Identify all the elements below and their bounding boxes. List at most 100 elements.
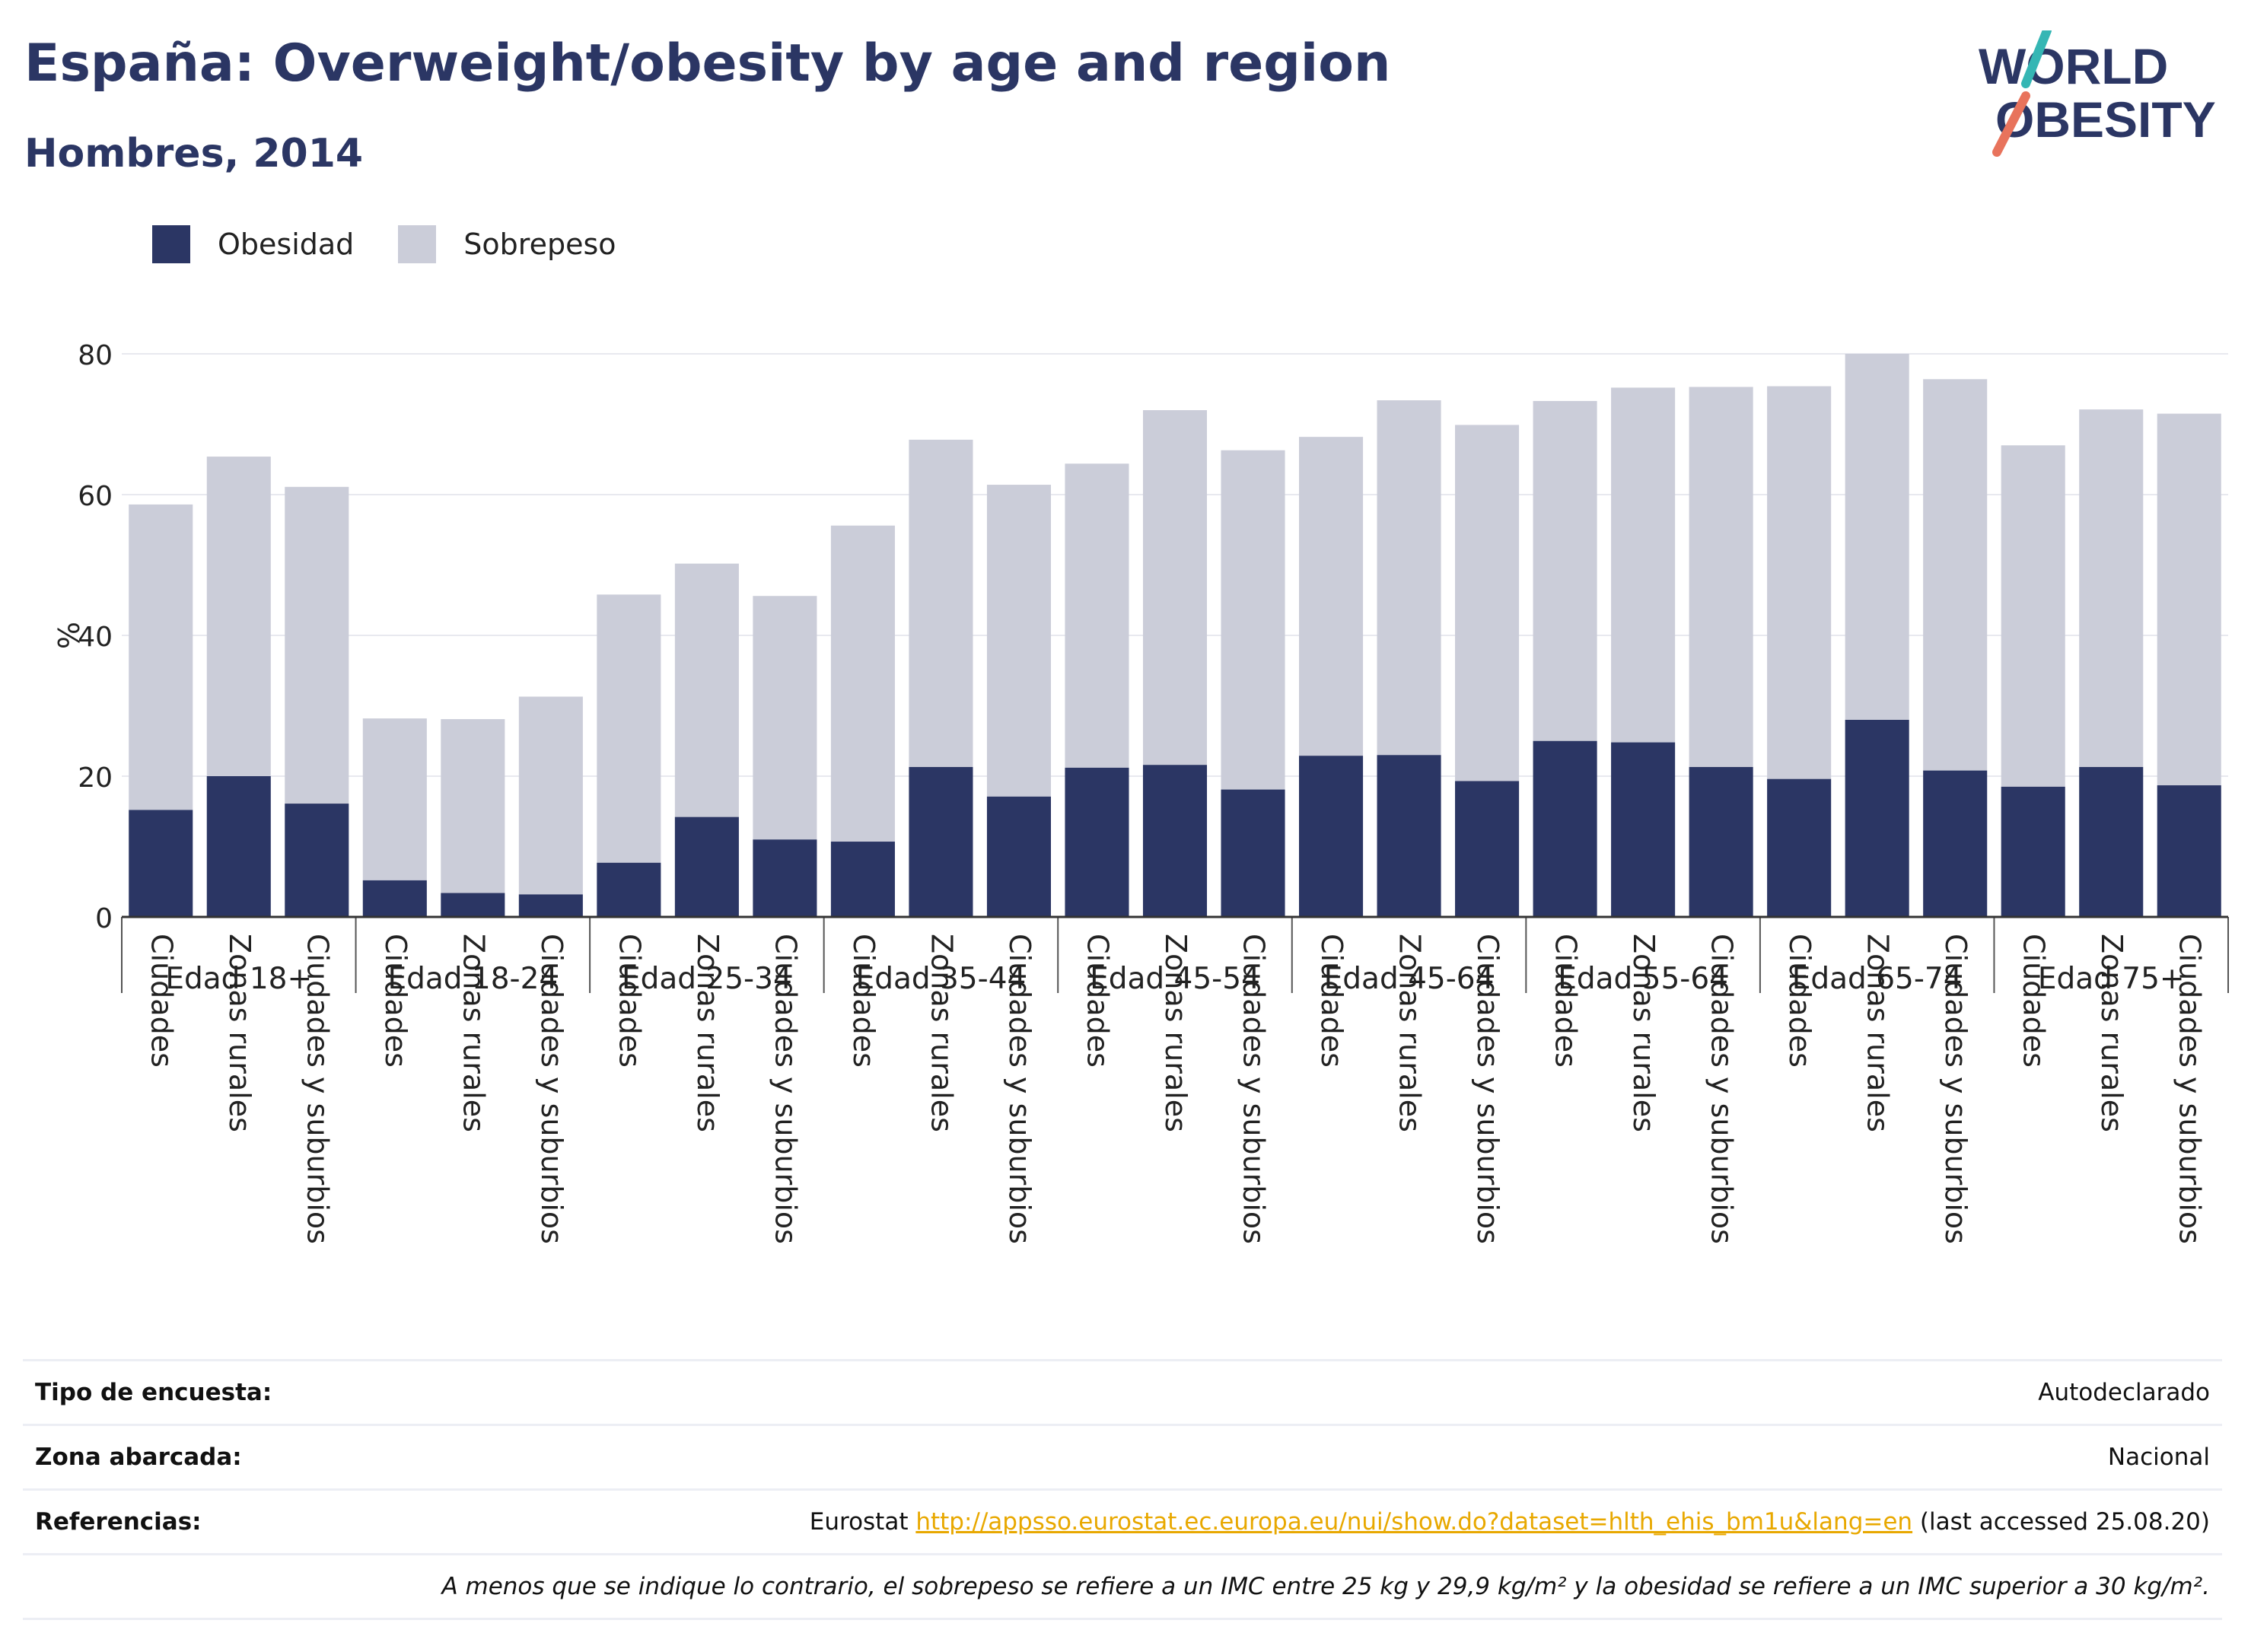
- x-group-label: Edad 55-64: [1558, 962, 1728, 996]
- ref-prefix: Eurostat: [809, 1508, 916, 1536]
- bar-obesidad: [1767, 778, 1832, 917]
- x-group-label: Edad 45-64: [1324, 962, 1495, 996]
- meta-row-survey: Tipo de encuesta: Autodeclarado: [23, 1359, 2222, 1424]
- x-category-label: Ciudades y suburbios: [535, 934, 568, 1244]
- definition-note: A menos que se indique lo contrario, el …: [441, 1573, 2210, 1600]
- bar-obesidad: [518, 894, 583, 917]
- x-group-label: Edad 35-44: [856, 962, 1027, 996]
- x-category-label: Ciudades y suburbios: [301, 934, 334, 1244]
- bar-obesidad: [206, 776, 271, 917]
- survey-type-value: Autodeclarado: [2038, 1379, 2210, 1406]
- area-value: Nacional: [2107, 1444, 2210, 1471]
- x-category-label: Ciudades y suburbios: [1471, 934, 1504, 1244]
- bar-sobrepeso: [362, 718, 427, 880]
- x-category-label: Ciudades y suburbios: [769, 934, 802, 1244]
- bar-obesidad: [1533, 740, 1597, 917]
- bar-sobrepeso: [2157, 413, 2221, 786]
- x-group-label: Edad 45-54: [1090, 962, 1260, 996]
- bar-obesidad: [2001, 786, 2065, 917]
- bar-sobrepeso: [1455, 425, 1520, 781]
- x-category-label: Ciudades: [1081, 934, 1114, 1068]
- x-category-label: Ciudades: [1549, 934, 1583, 1068]
- x-category-label: Ciudades y suburbios: [1003, 934, 1036, 1244]
- bar-obesidad: [2079, 766, 2144, 917]
- bar-obesidad: [986, 796, 1051, 917]
- x-category-label: Ciudades: [2017, 934, 2051, 1068]
- bar-sobrepeso: [1065, 463, 1129, 768]
- bar-sobrepeso: [1142, 410, 1208, 766]
- eurostat-link[interactable]: http://appsso.eurostat.ec.europa.eu/nui/…: [915, 1508, 1913, 1536]
- bar-sobrepeso: [2001, 445, 2065, 787]
- metadata-table: Tipo de encuesta: Autodeclarado Zona aba…: [23, 1359, 2222, 1620]
- bar-obesidad: [909, 766, 973, 917]
- bar-obesidad: [1142, 765, 1208, 917]
- bar-sobrepeso: [1533, 400, 1597, 741]
- bar-obesidad: [441, 893, 505, 917]
- bar-obesidad: [1923, 770, 1988, 917]
- bar-sobrepeso: [1611, 387, 1676, 743]
- bar-obesidad: [129, 810, 193, 917]
- bar-obesidad: [830, 842, 895, 917]
- references-label: Referencias:: [35, 1508, 202, 1536]
- bar-sobrepeso: [1845, 354, 1909, 720]
- meta-row-area: Zona abarcada: Nacional: [23, 1424, 2222, 1488]
- bar-obesidad: [1845, 720, 1909, 917]
- legend-item-obesidad: Obesidad: [152, 225, 354, 263]
- x-category-label: Zonas rurales: [457, 934, 490, 1132]
- y-tick-label: 60: [78, 481, 113, 512]
- x-category-label: Zonas rurales: [1627, 934, 1660, 1132]
- meta-row-note: A menos que se indique lo contrario, el …: [23, 1553, 2222, 1620]
- bar-sobrepeso: [1299, 437, 1364, 756]
- bar-sobrepeso: [1377, 400, 1441, 756]
- x-category-label: Zonas rurales: [1159, 934, 1192, 1132]
- y-tick-label: 80: [78, 340, 113, 371]
- bar-sobrepeso: [1923, 379, 1988, 771]
- bar-sobrepeso: [909, 439, 973, 767]
- x-category-label: Zonas rurales: [223, 934, 256, 1132]
- svg-text:OBESITY: OBESITY: [1995, 91, 2216, 148]
- bar-sobrepeso: [597, 594, 661, 863]
- legend-label-obesidad: Obesidad: [218, 228, 355, 261]
- x-category-label: Ciudades: [379, 934, 412, 1068]
- bar-sobrepeso: [518, 696, 583, 895]
- bar-sobrepeso: [1221, 450, 1285, 790]
- world-obesity-logo: WORLD OBESITY: [1979, 30, 2216, 157]
- y-tick-label: 0: [95, 903, 113, 934]
- y-tick-label: 40: [78, 622, 113, 653]
- survey-type-label: Tipo de encuesta:: [35, 1379, 272, 1406]
- bar-sobrepeso: [830, 525, 895, 842]
- bar-obesidad: [1689, 766, 1753, 917]
- bar-sobrepeso: [1689, 387, 1753, 767]
- x-category-label: Zonas rurales: [1393, 934, 1427, 1132]
- svg-text:WORLD: WORLD: [1979, 38, 2168, 94]
- legend-item-sobrepeso: Sobrepeso: [398, 225, 616, 263]
- bar-sobrepeso: [2079, 409, 2144, 767]
- bar-sobrepeso: [206, 457, 271, 776]
- page-title: España: Overweight/obesity by age and re…: [24, 33, 1391, 94]
- bar-obesidad: [674, 816, 739, 917]
- x-category-label: Zonas rurales: [691, 934, 724, 1132]
- y-tick-label: 20: [78, 762, 113, 794]
- area-label: Zona abarcada:: [35, 1444, 242, 1471]
- bar-sobrepeso: [753, 596, 817, 840]
- page-subtitle: Hombres, 2014: [24, 131, 364, 177]
- legend-swatch-obesidad: [152, 225, 190, 263]
- bar-obesidad: [1221, 789, 1285, 917]
- chart-legend: Obesidad Sobrepeso: [152, 225, 661, 263]
- bar-obesidad: [1299, 756, 1364, 917]
- bar-sobrepeso: [1767, 386, 1832, 779]
- x-category-label: Ciudades y suburbios: [1939, 934, 1972, 1244]
- x-category-label: Zonas rurales: [1861, 934, 1895, 1132]
- x-category-label: Ciudades: [145, 934, 178, 1068]
- bar-obesidad: [1377, 755, 1441, 917]
- stacked-bar-chart: 0 20 40 60 80% Ciudades Zonas rurales Ciudades …: [51, 340, 2229, 1244]
- x-category-label: Zonas rurales: [925, 934, 958, 1132]
- meta-row-references: Referencias: Eurostat http://appsso.euro…: [23, 1488, 2222, 1553]
- y-axis-label: %: [51, 622, 84, 649]
- bar-obesidad: [597, 862, 661, 917]
- x-group-label: Edad 75+: [2038, 962, 2185, 996]
- x-group-label: Edad 65-74: [1792, 962, 1963, 996]
- bar-sobrepeso: [674, 563, 739, 817]
- x-category-label: Ciudades y suburbios: [1705, 934, 1739, 1244]
- bar-sobrepeso: [986, 485, 1051, 797]
